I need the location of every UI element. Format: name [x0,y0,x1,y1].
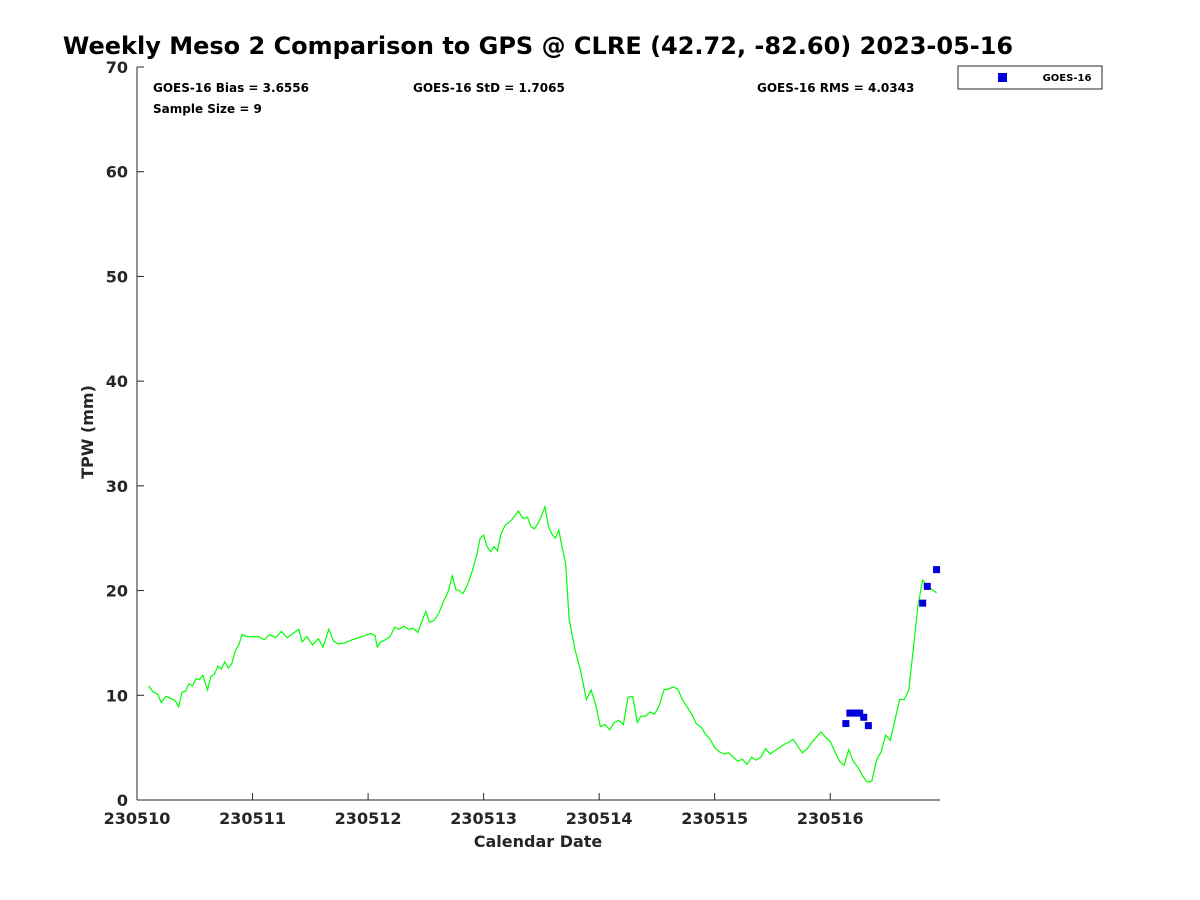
stat-std: GOES-16 StD = 1.7065 [413,81,565,95]
goes16-point [933,566,941,574]
x-tick-label: 230513 [450,809,517,828]
x-tick-label: 230514 [566,809,633,828]
x-axis-label: Calendar Date [474,832,603,851]
legend: GOES-16 [957,65,1103,90]
y-ticks: 0 10 20 30 40 50 60 70 [106,58,144,810]
stat-sample-size: Sample Size = 9 [153,102,262,116]
x-tick-label: 230510 [104,809,171,828]
y-tick-label: 10 [106,686,128,705]
x-tick-label: 230511 [219,809,286,828]
goes16-point [923,582,931,590]
goes16-point [842,720,850,728]
goes16-point [919,599,927,607]
stat-bias: GOES-16 Bias = 3.6556 [153,81,309,95]
x-tick-label: 230512 [335,809,402,828]
goes16-point [856,709,864,717]
y-tick-label: 0 [117,791,128,810]
x-tick-label: 230516 [797,809,864,828]
stat-rms: GOES-16 RMS = 4.0343 [757,81,914,95]
x-tick-label: 230515 [681,809,748,828]
y-tick-label: 60 [106,163,128,182]
y-tick-label: 70 [106,58,128,77]
x-ticks: 230510 230511 230512 230513 230514 230515 2305… [104,793,864,828]
legend-box [957,65,1103,90]
goes16-point [860,713,868,721]
y-tick-label: 30 [106,477,128,496]
y-tick-label: 20 [106,582,128,601]
plot-area: 0 10 20 30 40 50 60 70 230510 230511 230512 230513… [104,58,941,828]
y-tick-label: 40 [106,372,128,391]
gps-tpw-line [148,504,937,783]
series-layer [148,504,941,783]
goes16-point [864,722,872,730]
y-tick-label: 50 [106,267,128,286]
legend-marker-goes16 [998,73,1007,82]
y-axis-label: TPW (mm) [78,385,97,479]
chart-title: Weekly Meso 2 Comparison to GPS @ CLRE (… [63,32,1013,60]
legend-label-goes16: GOES-16 [1043,73,1092,84]
